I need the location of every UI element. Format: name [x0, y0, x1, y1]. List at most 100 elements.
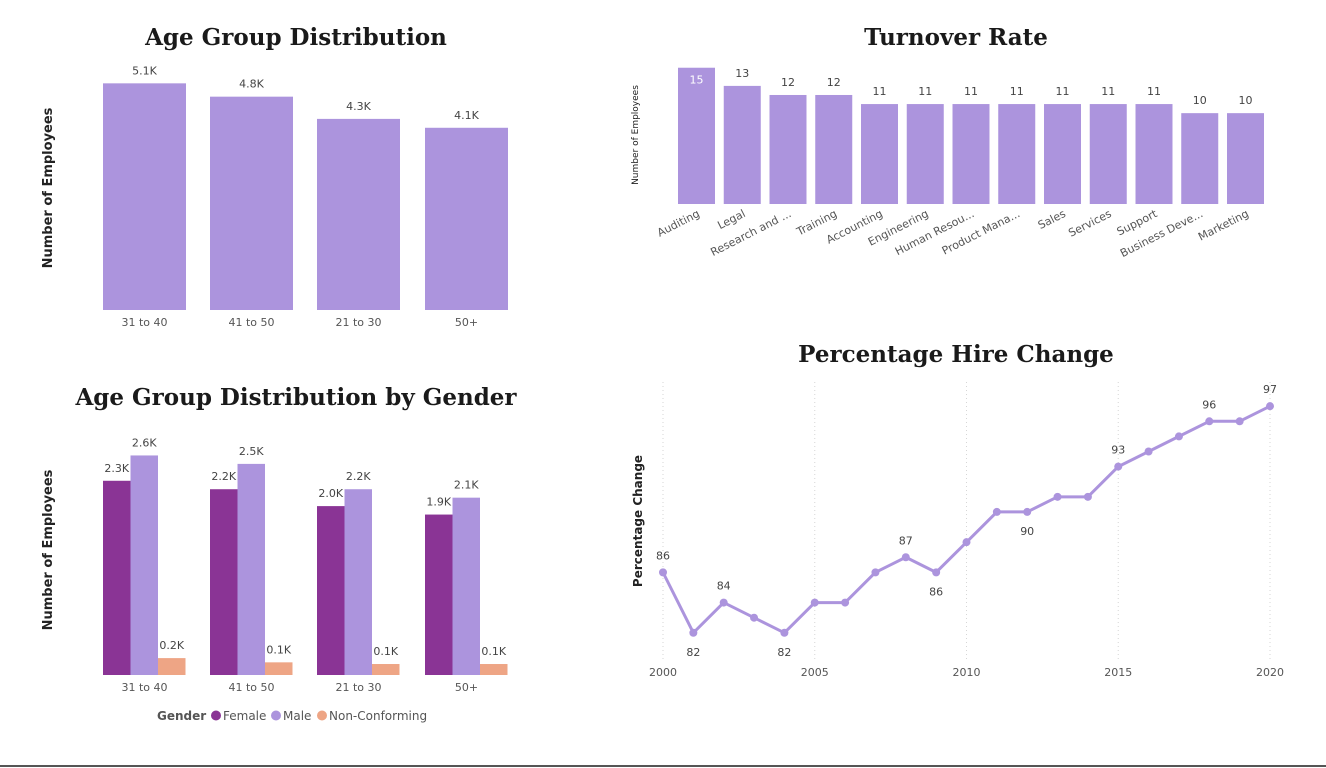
y-axis-label: Number of Employees [41, 469, 56, 630]
data-label-2001: 82 [686, 646, 700, 659]
bar-31-to-40 [103, 83, 186, 310]
data-label: 0.1K [481, 645, 506, 658]
data-point-2011 [992, 507, 1001, 516]
x-tick-label: 50+ [455, 316, 478, 329]
data-label: 2.5K [239, 445, 264, 458]
data-label: 2.1K [454, 479, 479, 492]
x-tick-label: 50+ [455, 681, 478, 694]
data-label: 2.2K [211, 470, 236, 483]
data-label: 13 [735, 67, 749, 80]
data-label: 11 [1010, 85, 1024, 98]
data-label: 15 [690, 74, 704, 87]
data-label-2015: 93 [1111, 444, 1125, 457]
age-gender-chart: Number of Employees 2.3K2.6K 0.2K 31 to 40 2… [41, 436, 508, 723]
x-tick-label: 2015 [1104, 666, 1132, 679]
bar-human-resou- [952, 104, 990, 204]
bar-non-conforming-41-to-50 [265, 662, 293, 675]
data-label: 11 [964, 85, 978, 98]
data-label: 4.1K [454, 109, 479, 122]
data-point-2008 [901, 553, 910, 562]
data-label: 1.9K [426, 496, 451, 509]
bar-legal [723, 85, 761, 204]
data-label: 12 [781, 76, 795, 89]
bar-services [1089, 104, 1127, 204]
data-point-2013 [1053, 492, 1062, 501]
data-point-2020 [1266, 402, 1274, 411]
x-tick-label: 21 to 30 [335, 681, 381, 694]
data-point-2001 [689, 628, 698, 637]
data-label: 0.1K [266, 643, 291, 656]
legend-marker-male [271, 710, 281, 721]
data-point-2018 [1205, 417, 1214, 426]
bar-41-to-50 [210, 96, 293, 311]
y-axis-label: Percentage Change [631, 455, 645, 587]
bar-female-31-to-40 [103, 480, 131, 675]
x-tick-label: 2005 [801, 666, 829, 679]
data-label: 11 [918, 85, 932, 98]
bar-male-41-to-50 [237, 463, 265, 675]
data-label: 11 [1101, 85, 1115, 98]
data-label: 11 [1056, 85, 1070, 98]
data-label-2000: 86 [656, 549, 670, 562]
turnover-chart: Number of Employees15Auditing13Legal12Re… [631, 67, 1264, 260]
data-label-2002: 84 [717, 580, 731, 593]
x-tick-label: 41 to 50 [228, 316, 274, 329]
legend-marker-non-conforming [317, 710, 327, 721]
data-point-2016 [1144, 447, 1153, 456]
bar-female-41-to-50 [210, 489, 238, 675]
data-label: 11 [1147, 85, 1161, 98]
legend-label-female: Female [223, 709, 266, 723]
bar-business-deve- [1181, 113, 1219, 204]
age-group-chart: Number of Employees 5.1K 31 to 40 4.8K 41 to… [41, 64, 508, 329]
bar-engineering [906, 104, 944, 204]
bar-non-conforming-21-to-30 [372, 664, 400, 675]
legend-title: Gender [157, 709, 206, 723]
x-tick-label: 2020 [1256, 666, 1284, 679]
data-label-2018: 96 [1202, 398, 1216, 411]
bar-auditing [678, 67, 715, 204]
data-point-2009 [932, 568, 941, 577]
y-axis-label: Number of Employees [631, 85, 641, 185]
bar-21-to-30 [317, 118, 400, 310]
bar-sales [1044, 104, 1081, 204]
data-label: 4.3K [346, 100, 371, 113]
data-label-2012: 90 [1020, 525, 1034, 538]
bar-male-21-to-30 [344, 489, 372, 675]
bottom-divider [0, 765, 1326, 767]
bar-marketing [1227, 113, 1264, 204]
data-point-2012 [1023, 507, 1032, 516]
data-label: 4.8K [239, 78, 264, 91]
bar-support [1135, 104, 1173, 204]
bar-male-31-to-40 [130, 455, 158, 675]
data-label: 11 [873, 85, 887, 98]
data-label: 0.2K [159, 639, 184, 652]
data-label: 2.2K [346, 470, 371, 483]
x-tick-label: 31 to 40 [121, 681, 167, 694]
data-point-2004 [780, 628, 789, 637]
bar-product-mana- [998, 104, 1036, 204]
data-label: 2.6K [132, 436, 157, 449]
bar-accounting [861, 104, 898, 204]
data-point-2005 [810, 598, 819, 607]
data-point-2007 [871, 568, 880, 577]
legend-marker-female [211, 710, 221, 721]
data-label-2020: 97 [1263, 383, 1277, 396]
data-label: 10 [1193, 94, 1207, 107]
turnover-title: Turnover Rate [864, 24, 1048, 51]
data-label: 2.0K [318, 487, 343, 500]
data-point-2002 [719, 598, 728, 607]
data-label: 10 [1239, 94, 1253, 107]
data-point-2010 [962, 538, 971, 547]
bar-male-50- [452, 497, 480, 675]
data-point-2015 [1114, 462, 1123, 471]
bar-female-50- [425, 514, 453, 675]
age-gender-title: Age Group Distribution by Gender [75, 384, 517, 411]
hire-change-title: Percentage Hire Change [798, 341, 1114, 368]
data-point-2006 [841, 598, 850, 607]
bar-training [815, 94, 853, 204]
bar-research-and- [769, 94, 807, 204]
bar-non-conforming-31-to-40 [158, 658, 186, 675]
data-label: 12 [827, 76, 841, 89]
data-label: 2.3K [104, 462, 129, 475]
